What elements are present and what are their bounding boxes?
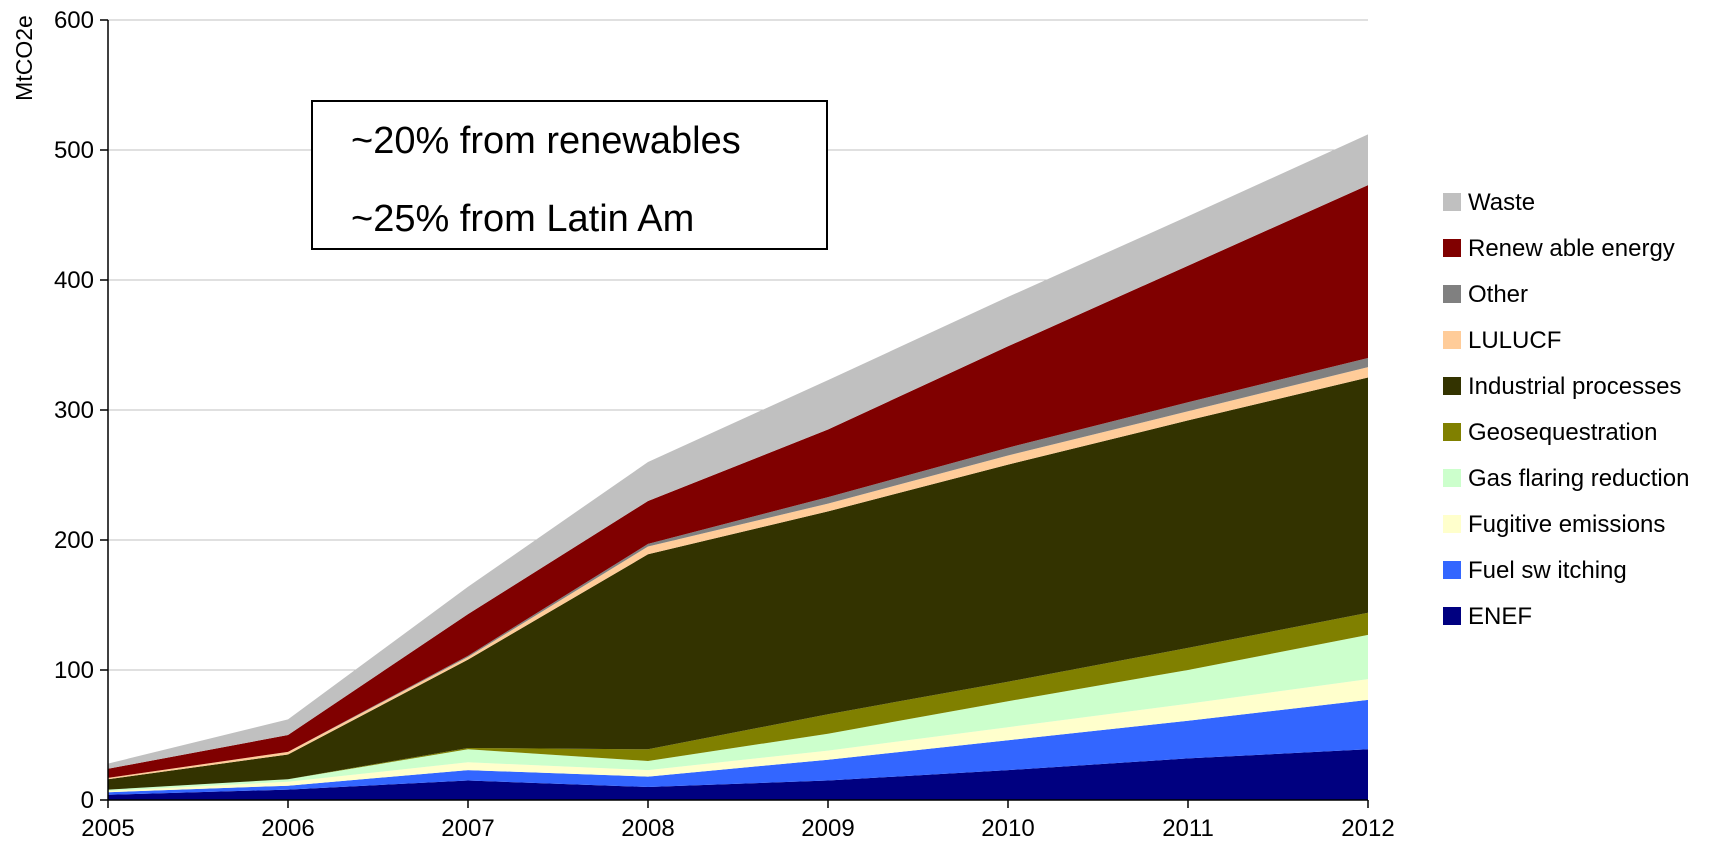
x-tick-label: 2009 bbox=[801, 815, 854, 842]
legend-label-fugitive-emissions: Fugitive emissions bbox=[1468, 511, 1665, 538]
legend-label-renew-able-energy: Renew able energy bbox=[1468, 235, 1675, 262]
legend-swatch-gas-flaring-reduction bbox=[1443, 469, 1461, 487]
legend-label-gas-flaring-reduction: Gas flaring reduction bbox=[1468, 465, 1689, 492]
y-tick-label: 500 bbox=[54, 137, 94, 164]
y-tick-label: 300 bbox=[54, 397, 94, 424]
y-tick-labels: 0 100 200 300 400 500 600 bbox=[54, 7, 94, 814]
legend-label-fuel-sw-itching: Fuel sw itching bbox=[1468, 557, 1627, 584]
x-tick-label: 2010 bbox=[981, 815, 1034, 842]
legend-swatch-fuel-sw-itching bbox=[1443, 561, 1461, 579]
x-tick-label: 2007 bbox=[441, 815, 494, 842]
legend-swatch-fugitive-emissions bbox=[1443, 515, 1461, 533]
y-tick-label: 600 bbox=[54, 7, 94, 34]
area-series-industrial-processes bbox=[108, 377, 1368, 790]
x-tick-label: 2005 bbox=[81, 815, 134, 842]
y-tick-label: 200 bbox=[54, 527, 94, 554]
legend-swatch-enef bbox=[1443, 607, 1461, 625]
area-series bbox=[108, 134, 1368, 800]
annotation-line-2: ~25% from Latin Am bbox=[351, 198, 694, 240]
x-tick-label: 2011 bbox=[1162, 815, 1214, 842]
legend-label-waste: Waste bbox=[1468, 189, 1535, 216]
legend-swatch-other bbox=[1443, 285, 1461, 303]
area-series-renew-able-energy bbox=[108, 185, 1368, 778]
y-tick-label: 400 bbox=[54, 267, 94, 294]
y-tick-label: 0 bbox=[81, 787, 94, 814]
x-tick-label: 2012 bbox=[1341, 815, 1394, 842]
legend-label-geosequestration: Geosequestration bbox=[1468, 419, 1657, 446]
legend-label-enef: ENEF bbox=[1468, 603, 1532, 630]
area-series-waste bbox=[108, 134, 1368, 769]
axes bbox=[107, 20, 1368, 801]
legend-swatch-geosequestration bbox=[1443, 423, 1461, 441]
y-tick-label: 100 bbox=[54, 657, 94, 684]
area-series-enef bbox=[108, 749, 1368, 800]
legend-swatch-industrial-processes bbox=[1443, 377, 1461, 395]
y-axis-label: MtCO2e bbox=[11, 15, 37, 101]
annotation-frame bbox=[311, 100, 828, 250]
legend-swatch-lulucf bbox=[1443, 331, 1461, 349]
area-series-fuel-sw-itching bbox=[108, 699, 1368, 795]
legend: Waste Renew able energy Other LULUCF Industr… bbox=[1443, 189, 1689, 630]
x-tick-label: 2006 bbox=[261, 815, 314, 842]
legend-swatch-renew-able-energy bbox=[1443, 239, 1461, 257]
annotation-line-1: ~20% from renewables bbox=[351, 120, 741, 162]
area-series-gas-flaring-reduction bbox=[108, 634, 1368, 791]
legend-label-lulucf: LULUCF bbox=[1468, 327, 1561, 354]
legend-label-other: Other bbox=[1468, 281, 1528, 308]
x-tick-labels: 2005 2006 2007 2008 2009 2010 2011 2012 bbox=[81, 800, 1395, 842]
legend-swatch-waste bbox=[1443, 193, 1461, 211]
annotation-box: ~20% from renewables ~25% from Latin Am bbox=[311, 100, 828, 250]
legend-label-industrial-processes: Industrial processes bbox=[1468, 373, 1681, 400]
x-tick-label: 2008 bbox=[621, 815, 674, 842]
